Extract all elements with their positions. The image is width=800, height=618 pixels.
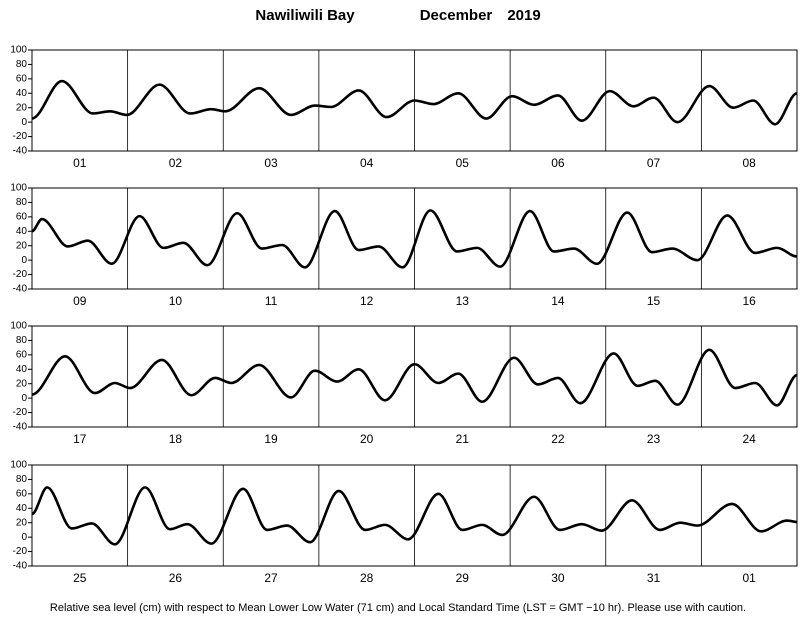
station-title: Nawiliwili Bay [255,7,355,24]
tide-line [31,209,798,269]
day-label: 01 [73,156,87,170]
day-label: 02 [169,156,183,170]
y-tick-label: 0 [21,117,27,128]
y-tick-label: -20 [13,131,28,142]
day-label: 05 [456,156,470,170]
day-label: 24 [743,432,757,446]
day-label: 27 [264,571,278,585]
day-label: 23 [647,432,661,446]
day-label: 09 [73,294,87,308]
day-label: 07 [647,156,661,170]
y-tick-label: 60 [16,73,28,84]
tide-line [31,348,798,407]
y-tick-label: 0 [21,532,27,543]
day-label: 08 [743,156,757,170]
day-label: 11 [265,294,278,308]
y-tick-label: 20 [16,378,28,389]
y-tick-label: -40 [13,422,28,433]
y-tick-label: 80 [16,474,28,485]
tide-line [31,486,798,546]
day-label: 31 [647,571,661,585]
y-tick-label: 40 [16,226,28,237]
day-label: 18 [169,432,183,446]
month: December [420,7,493,24]
year: 2019 [507,7,540,24]
day-label: 22 [551,432,565,446]
y-tick-label: 60 [16,211,28,222]
y-tick-label: 20 [16,517,28,528]
y-tick-label: -40 [13,284,28,295]
day-label: 12 [360,294,374,308]
day-label: 13 [456,294,470,308]
y-tick-label: 100 [10,460,27,471]
y-tick-label: 20 [16,102,28,113]
y-tick-label: 20 [16,240,28,251]
y-tick-label: -20 [13,269,28,280]
day-label: 17 [73,432,87,446]
y-tick-label: -20 [13,407,28,418]
y-tick-label: 40 [16,503,28,514]
y-tick-label: 40 [16,364,28,375]
day-label: 16 [743,294,757,308]
day-label: 19 [264,432,278,446]
y-tick-label: 60 [16,488,28,499]
day-label: 30 [551,571,565,585]
day-label: 01 [743,571,757,585]
day-label: 29 [456,571,470,585]
y-tick-label: 0 [21,255,27,266]
day-label: 10 [169,294,183,308]
day-label: 20 [360,432,374,446]
day-label: 25 [73,571,87,585]
y-tick-label: -20 [13,546,28,557]
day-label: 15 [647,294,661,308]
tide-line [31,79,798,126]
day-label: 06 [551,156,565,170]
y-tick-label: 100 [10,321,27,332]
footnote: Relative sea level (cm) with respect to … [50,602,746,614]
y-tick-label: 80 [16,335,28,346]
day-label: 26 [169,571,183,585]
y-tick-label: 80 [16,197,28,208]
y-tick-label: -40 [13,561,28,572]
day-label: 21 [456,432,470,446]
y-tick-label: 100 [10,45,27,56]
y-tick-label: 60 [16,349,28,360]
day-label: 04 [360,156,374,170]
y-tick-label: -40 [13,146,28,157]
y-tick-label: 80 [16,59,28,70]
day-label: 14 [551,294,565,308]
day-label: 03 [264,156,278,170]
y-tick-label: 0 [21,393,27,404]
day-label: 28 [360,571,374,585]
y-tick-label: 100 [10,183,27,194]
y-tick-label: 40 [16,88,28,99]
